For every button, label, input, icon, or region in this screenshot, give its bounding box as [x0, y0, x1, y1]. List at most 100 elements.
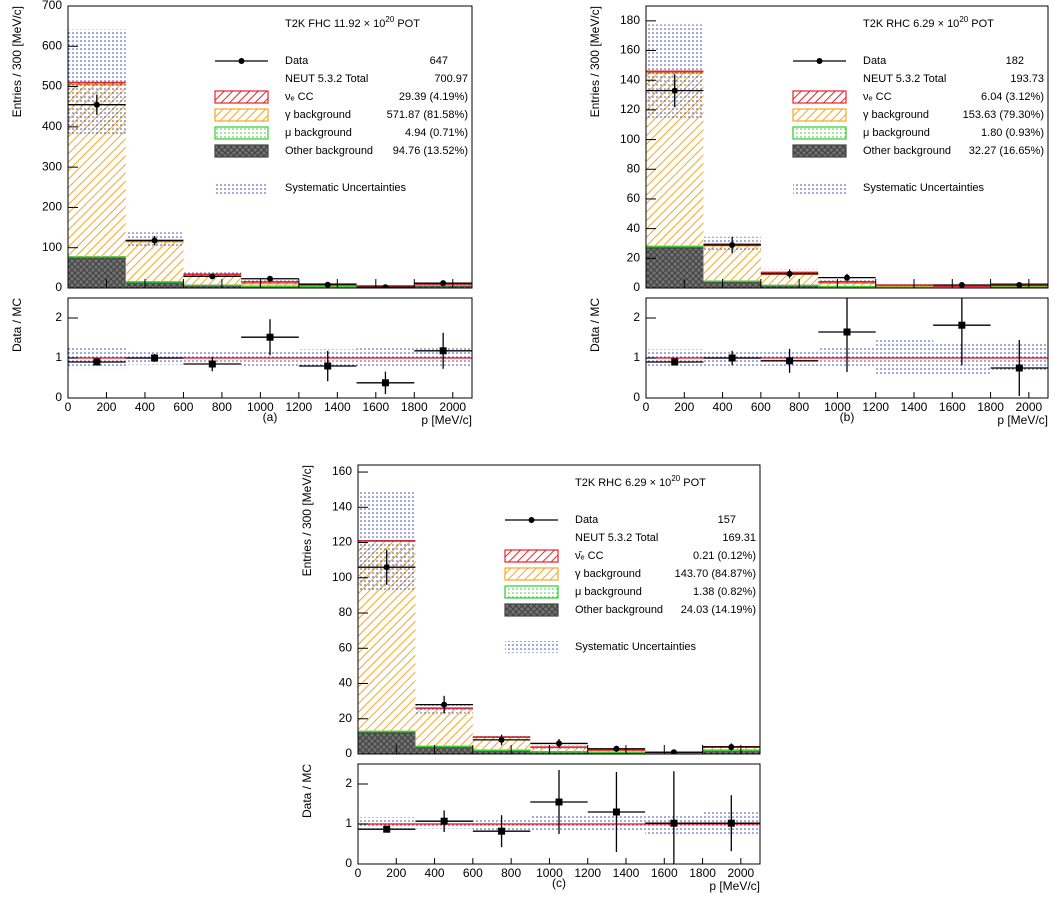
annotation-exponent: 20	[671, 474, 680, 483]
data-point	[670, 749, 677, 754]
legend-label: Other background	[575, 604, 663, 616]
x-axis-label: p [MeV/c]	[421, 413, 472, 427]
legend-swatch	[214, 144, 269, 158]
frame	[645, 5, 1049, 289]
y-tick-label: 20	[627, 250, 641, 264]
x-tick-label: 1200	[862, 400, 889, 414]
legend-label: Other background	[863, 145, 951, 157]
ratio-point	[324, 362, 332, 370]
legend-label: NEUT 5.3.2 Total	[285, 73, 368, 85]
legend-value: 1.80 (0.93%)	[981, 127, 1044, 139]
x-tick-label: 200	[386, 866, 406, 880]
y-tick-label: 100	[42, 240, 62, 254]
y-tick-label: 140	[620, 72, 640, 86]
ratio-point	[381, 379, 389, 387]
stack-segment	[472, 750, 531, 754]
caption: (c)	[552, 876, 566, 890]
annotation-exponent: 20	[385, 15, 394, 24]
x-tick-label: 600	[463, 866, 483, 880]
y-tick-label: 0	[633, 390, 640, 404]
stack-segment	[530, 751, 588, 754]
data-point	[786, 270, 793, 277]
ratio-point	[1015, 364, 1023, 372]
data-point	[671, 87, 678, 94]
plot-area	[68, 319, 472, 394]
legend-label: νₑ CC	[863, 91, 892, 103]
data-point	[958, 282, 965, 288]
legend-value: 143.70 (84.87%)	[675, 568, 756, 580]
legend-value: 32.27 (16.65%)	[969, 145, 1044, 157]
y-tick-label: 600	[42, 38, 62, 52]
legend-value: 94.76 (13.52%)	[393, 145, 468, 157]
x-tick-label: 400	[425, 866, 445, 880]
legend-label: Data	[575, 514, 599, 526]
y-axis-label: Data / MC	[10, 298, 24, 352]
annotation-text: T2K RHC 6.29 × 10	[575, 477, 671, 489]
annotation-suffix: POT	[680, 477, 706, 489]
x-tick-label: 1400	[901, 400, 928, 414]
legend-swatch	[214, 126, 269, 140]
data-point	[613, 745, 620, 752]
x-tick-label: 1000	[536, 866, 563, 880]
y-tick-label: 200	[42, 200, 62, 214]
y-tick-label: 2	[55, 310, 62, 324]
data-point	[324, 281, 331, 288]
stack-segment	[358, 732, 416, 754]
legend-value: 29.39 (4.19%)	[399, 91, 468, 103]
x-tick-label: 2000	[439, 400, 466, 414]
ratio-point	[498, 827, 506, 835]
x-tick-label: 1200	[286, 400, 313, 414]
y-tick-label: 180	[620, 13, 640, 27]
legend-value: 193.73	[1010, 73, 1044, 85]
legend-value: 4.94 (0.71%)	[405, 127, 468, 139]
ratio-point	[555, 798, 563, 806]
panel: Data / MC 0 1 2 0 200 400 600 800 1000 1200 1400 160…	[300, 763, 761, 893]
legend-swatch	[504, 585, 559, 599]
annotation-text: T2K RHC 6.29 × 10	[863, 18, 959, 30]
y-tick-label: 400	[42, 119, 62, 133]
y-tick-label: 0	[345, 746, 352, 760]
stack-segment	[760, 274, 819, 286]
x-tick-label: 400	[713, 400, 733, 414]
y-axis-label: Entries / 300 [MeV/c]	[300, 465, 314, 576]
legend-data-marker	[528, 517, 535, 523]
x-tick-label: 200	[674, 400, 694, 414]
y-tick-label: 0	[55, 280, 62, 294]
legend-label: Data	[863, 55, 887, 67]
x-tick-label: 1000	[247, 400, 274, 414]
ratio-point	[151, 354, 159, 362]
legend-swatch	[504, 549, 559, 563]
legend-swatch	[504, 603, 559, 617]
panel: Entries / 300 [MeV/c] 0 20 40 60 80 100 120 140 1…	[588, 5, 1049, 294]
ratio-point	[440, 817, 448, 825]
caption: (a)	[263, 410, 278, 424]
stack-segment	[68, 257, 126, 288]
legend-label: Systematic Uncertainties	[575, 641, 697, 653]
y-tick-label: 80	[339, 605, 353, 619]
stack-segment	[702, 750, 760, 754]
ratio-point	[727, 819, 735, 827]
legend-value: 169.31	[722, 532, 756, 544]
legend-label: μ background	[285, 127, 352, 139]
panel: Data / MC 0 1 2 0 200 400 600 800 1000 1200 1400 160…	[10, 297, 473, 427]
data-point	[1016, 282, 1023, 288]
y-tick-label: 0	[633, 280, 640, 294]
y-tick-label: 140	[332, 499, 352, 513]
x-tick-label: 0	[643, 400, 650, 414]
ratio-point	[93, 358, 101, 366]
y-tick-label: 100	[332, 570, 352, 584]
x-tick-label: 0	[355, 866, 362, 880]
legend-label: μ background	[863, 127, 930, 139]
frame	[645, 297, 1049, 399]
y-tick-label: 1	[55, 350, 62, 364]
y-axis-label: Entries / 300 [MeV/c]	[10, 6, 24, 117]
x-tick-label: 800	[212, 400, 232, 414]
data-point	[151, 237, 158, 244]
legend-swatch	[504, 567, 559, 581]
ratio-point	[670, 819, 678, 827]
data-point	[556, 740, 562, 747]
ratio-point	[958, 321, 966, 329]
y-tick-label: 100	[620, 132, 640, 146]
legend-data-marker	[816, 58, 823, 64]
